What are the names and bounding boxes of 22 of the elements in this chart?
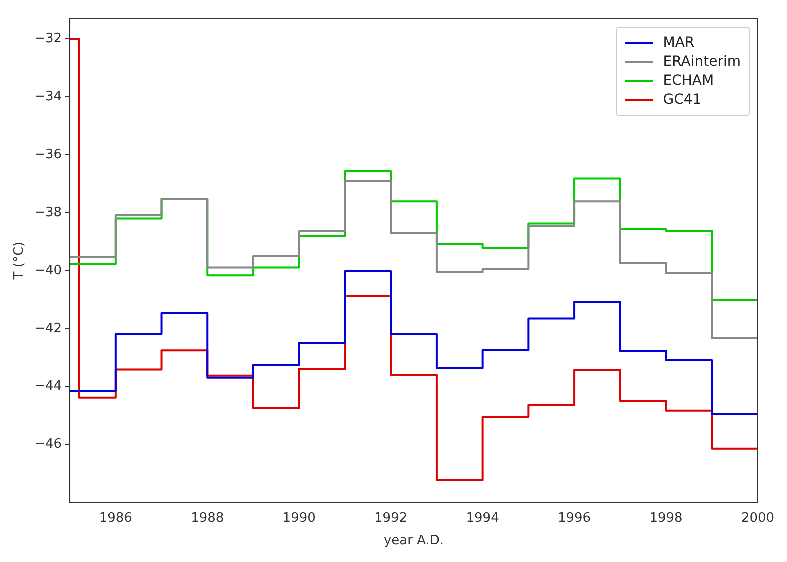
legend-label: MAR xyxy=(663,34,695,51)
x-tick-label: 1990 xyxy=(282,510,316,526)
x-tick-label: 1988 xyxy=(191,510,224,526)
y-tick-label: −36 xyxy=(34,147,62,162)
legend-label: ECHAM xyxy=(663,72,714,89)
y-tick-label: −40 xyxy=(34,263,62,278)
y-axis-title: T (°C) xyxy=(12,242,28,281)
y-tick-label: −32 xyxy=(34,31,62,46)
x-axis-title: year A.D. xyxy=(384,534,444,549)
x-tick-label: 1996 xyxy=(558,510,592,526)
y-tick-label: −38 xyxy=(34,205,62,220)
x-tick-label: 1994 xyxy=(466,510,500,526)
y-tick-label: −34 xyxy=(34,89,62,104)
x-tick-label: 1986 xyxy=(99,510,132,526)
x-tick-label: 2000 xyxy=(741,510,775,526)
y-tick-label: −44 xyxy=(34,379,62,394)
legend-label: GC41 xyxy=(663,92,702,108)
x-tick-label: 1998 xyxy=(650,510,683,526)
y-tick-label: −42 xyxy=(34,321,62,336)
x-tick-label: 1992 xyxy=(374,510,408,526)
legend-label: ERAinterim xyxy=(663,54,741,70)
y-tick-label: −46 xyxy=(34,437,62,452)
